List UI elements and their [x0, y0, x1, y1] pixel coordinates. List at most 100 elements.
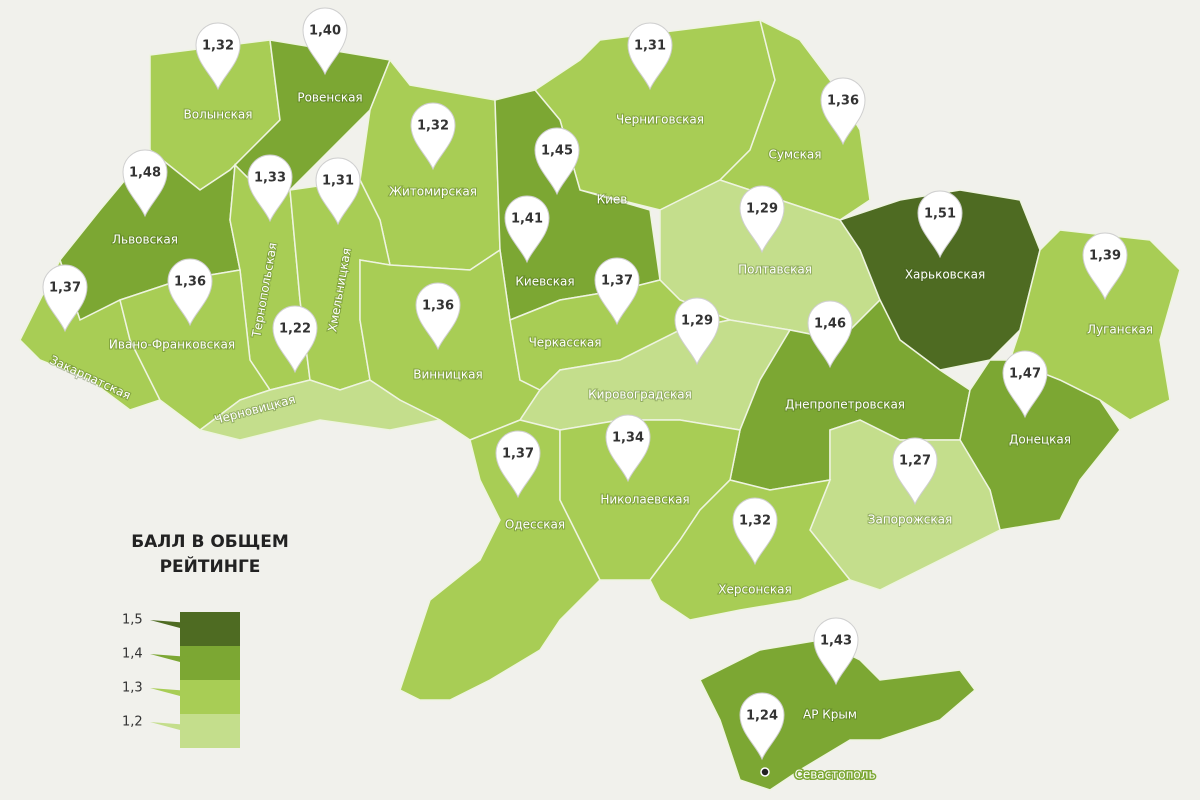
pin-value: 1,31 — [634, 39, 666, 54]
legend: 1,5 1,4 1,3 1,2 — [122, 612, 240, 748]
region-name: Черниговская — [616, 113, 704, 127]
legend-swatch — [180, 612, 240, 646]
legend-swatch — [180, 646, 240, 680]
pin — [272, 305, 318, 374]
region-name: Волынская — [184, 108, 253, 122]
pin — [195, 22, 241, 91]
pin-value: 1,32 — [202, 39, 234, 54]
region-name: Винницкая — [413, 368, 483, 382]
pin — [732, 497, 778, 566]
region-name: АР Крым — [803, 708, 857, 722]
pin-value: 1,32 — [739, 514, 771, 529]
pin — [917, 190, 963, 259]
legend-tick — [150, 654, 190, 662]
legend-swatch — [180, 680, 240, 714]
pin — [302, 7, 348, 76]
legend-tick — [150, 688, 190, 696]
pin-value: 1,37 — [601, 274, 633, 289]
region — [198, 379, 443, 441]
legend-tick-label: 1,2 — [122, 715, 143, 730]
pin — [534, 127, 580, 196]
region-name: Николаевская — [600, 493, 689, 507]
legend-tick-label: 1,4 — [122, 647, 143, 662]
pin-value: 1,37 — [502, 447, 534, 462]
legend-title: БАЛЛ В ОБЩЕМ РЕЙТИНГЕ — [131, 532, 289, 577]
region-name: Севастополь — [794, 768, 875, 782]
pin-value: 1,43 — [820, 634, 852, 649]
pin-value: 1,27 — [899, 454, 931, 469]
pin — [247, 154, 293, 223]
legend-tick — [150, 722, 190, 730]
region-name: Житомирская — [389, 185, 477, 199]
pin — [813, 617, 859, 686]
pin — [807, 300, 853, 369]
pin-value: 1,47 — [1009, 367, 1041, 382]
region-name: Днепропетровская — [785, 398, 905, 412]
pin-value: 1,48 — [129, 166, 161, 181]
pin-value: 1,33 — [254, 171, 286, 186]
region-name: Ивано-Франковская — [109, 338, 235, 352]
pin — [495, 430, 541, 499]
region-name: Сумская — [769, 148, 822, 162]
pin — [122, 149, 168, 218]
pin — [820, 77, 866, 146]
pin-value: 1,29 — [746, 202, 778, 217]
pin — [504, 195, 550, 264]
region — [959, 359, 1121, 531]
legend-swatch — [180, 714, 240, 748]
pin-value: 1,37 — [49, 281, 81, 296]
pin — [42, 264, 88, 333]
city-marker — [760, 767, 770, 777]
regions — [19, 18, 1181, 791]
region-name: Кировоградская — [588, 388, 692, 402]
region-name: Херсонская — [718, 583, 791, 597]
pin — [739, 185, 785, 254]
legend-tick — [150, 620, 190, 628]
pin — [415, 282, 461, 351]
region-name: Луганская — [1087, 323, 1153, 337]
region-name: Киев — [597, 193, 628, 207]
pin-value: 1,36 — [827, 94, 859, 109]
pin-value: 1,34 — [612, 431, 644, 446]
region-name: Полтавская — [738, 263, 812, 277]
region-name: Донецкая — [1009, 433, 1071, 447]
region-name: Львовская — [112, 233, 178, 247]
pin — [674, 297, 720, 366]
pin-value: 1,24 — [746, 709, 778, 724]
pin — [410, 102, 456, 171]
pin-value: 1,51 — [924, 207, 956, 222]
region-name: Ровенская — [297, 91, 362, 105]
pin-value: 1,36 — [422, 299, 454, 314]
pin-value: 1,31 — [322, 174, 354, 189]
pin-value: 1,29 — [681, 314, 713, 329]
pin — [167, 258, 213, 327]
pin — [315, 157, 361, 226]
pin — [605, 414, 651, 483]
region-name: Киевская — [515, 275, 574, 289]
pin-value: 1,22 — [279, 322, 311, 337]
region — [838, 189, 1041, 371]
region-name: Черкасская — [529, 336, 602, 350]
pin-value: 1,39 — [1089, 249, 1121, 264]
region — [718, 18, 871, 221]
pin-value: 1,45 — [541, 144, 573, 159]
pin-value: 1,40 — [309, 24, 341, 39]
pin-value: 1,46 — [814, 317, 846, 332]
pins: 1,321,401,321,451,311,361,48 1,33 1,311,41… — [42, 7, 1128, 761]
pin — [594, 257, 640, 326]
region-name: Запорожская — [868, 513, 952, 527]
pin-value: 1,32 — [417, 119, 449, 134]
legend-tick-label: 1,3 — [122, 681, 143, 696]
pin — [739, 692, 785, 761]
pin — [892, 437, 938, 506]
pin — [1002, 350, 1048, 419]
legend-tick-label: 1,5 — [122, 613, 143, 628]
pin-value: 1,41 — [511, 212, 543, 227]
pin-value: 1,36 — [174, 275, 206, 290]
pin — [1082, 232, 1128, 301]
region-name: Харьковская — [905, 268, 985, 282]
region-name: Одесская — [505, 518, 565, 532]
pin — [627, 22, 673, 91]
